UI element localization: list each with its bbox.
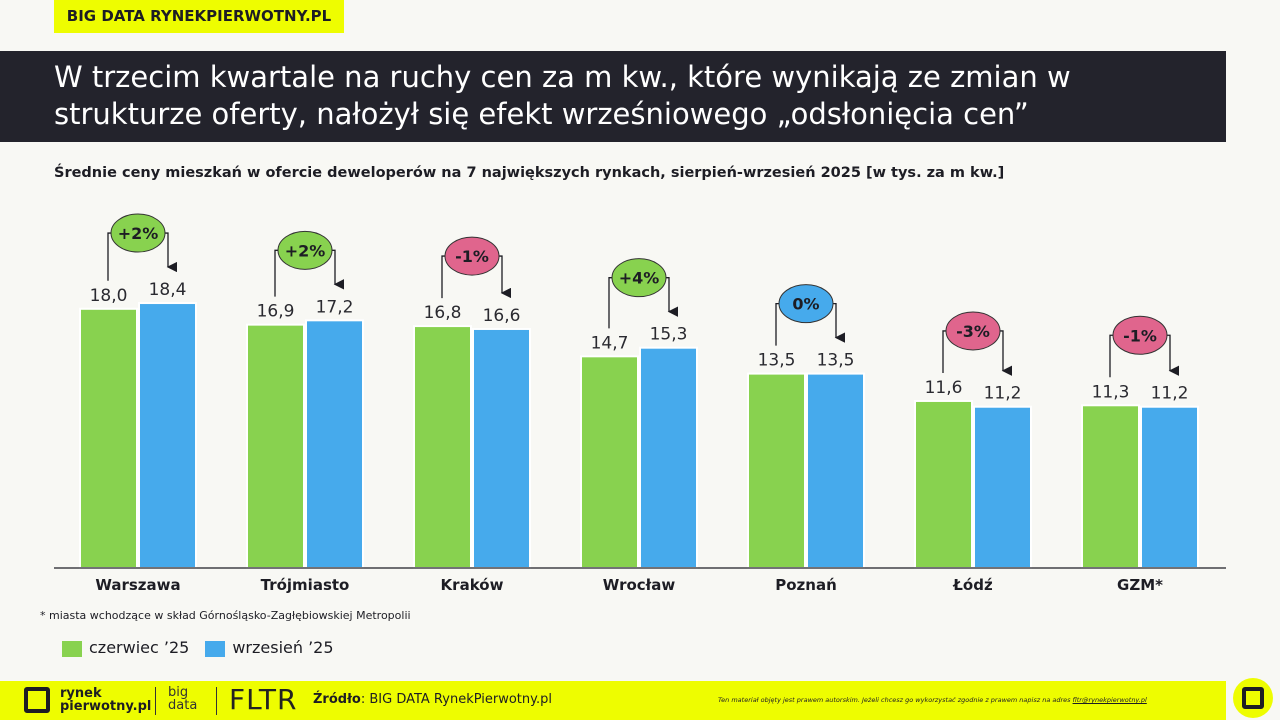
change-label: -1% xyxy=(455,247,489,266)
bracket-left xyxy=(274,249,278,297)
x-tick-label: GZM* xyxy=(1117,576,1163,594)
bracket-arrow-right xyxy=(1000,330,1013,376)
title-line-2: strukturze oferty, nałożył się efekt wrz… xyxy=(54,97,1029,131)
bar-wrzesien xyxy=(639,346,698,569)
bar-chart: 18,0 18,4 +2% Warszawa 16,9 17,2 +2% Trójmiasto… xyxy=(54,213,1226,594)
bar-wrzesien xyxy=(305,319,364,569)
bracket-arrow-right xyxy=(165,232,178,273)
bar-wrzesien xyxy=(472,327,531,569)
bar-czerwiec xyxy=(747,372,806,569)
fltr-logo: FLTR xyxy=(229,683,298,716)
corner-logo xyxy=(1233,678,1273,718)
footer: rynek pierwotny.pl big data FLTR Źródło: B… xyxy=(0,681,1226,720)
legend-label: czerwiec ’25 xyxy=(89,638,190,657)
bar-czerwiec xyxy=(246,323,305,569)
logo-line-1: rynek xyxy=(60,686,102,701)
x-tick-label: Trójmiasto xyxy=(261,576,350,594)
data-label: 15,3 xyxy=(650,325,688,345)
bar-wrzesien xyxy=(1140,405,1199,569)
header-tag: BIG DATA RYNEKPIERWOTNY.PL xyxy=(54,0,344,33)
bar-czerwiec xyxy=(79,307,138,570)
source: Źródło: BIG DATA RynekPierwotny.pl xyxy=(313,692,552,707)
data-label: 16,8 xyxy=(424,303,462,323)
bar-czerwiec xyxy=(413,325,472,569)
change-badge xyxy=(611,258,667,298)
bracket-left xyxy=(942,330,946,373)
change-label: -1% xyxy=(1123,326,1157,345)
data-label: 16,6 xyxy=(483,306,521,326)
logo-icon xyxy=(24,687,50,713)
page-title: W trzecim kwartale na ruchy cen za m kw.… xyxy=(0,51,1226,142)
legend-swatch xyxy=(205,640,226,657)
logo-icon xyxy=(1242,687,1264,709)
change-badge xyxy=(778,284,834,324)
divider xyxy=(155,687,156,715)
title-line-1: W trzecim kwartale na ruchy cen za m kw.… xyxy=(54,60,1071,94)
change-badge xyxy=(110,213,166,253)
data-label: 16,9 xyxy=(257,302,295,322)
change-badge xyxy=(444,236,500,276)
bigdata-line-1: big xyxy=(168,685,189,700)
x-tick-label: Łódź xyxy=(952,576,993,594)
source-value: : BIG DATA RynekPierwotny.pl xyxy=(360,692,552,707)
bracket-left xyxy=(775,302,779,346)
bracket-arrow-right xyxy=(666,277,679,317)
x-tick-label: Warszawa xyxy=(95,576,180,594)
change-badge xyxy=(277,230,333,270)
data-label: 11,3 xyxy=(1092,382,1130,402)
change-badge xyxy=(1112,315,1168,355)
x-tick-label: Kraków xyxy=(441,576,504,594)
logo-line-2: pierwotny.pl xyxy=(60,699,152,714)
data-label: 11,6 xyxy=(925,378,963,398)
change-label: -3% xyxy=(956,322,990,341)
bracket-left xyxy=(1109,334,1113,378)
bar-wrzesien xyxy=(806,372,865,569)
data-label: 11,2 xyxy=(984,384,1022,404)
bar-wrzesien xyxy=(973,405,1032,569)
data-label: 11,2 xyxy=(1151,384,1189,404)
change-label: +4% xyxy=(619,269,660,288)
data-label: 13,5 xyxy=(817,351,855,371)
bracket-arrow-right xyxy=(332,249,345,290)
bracket-arrow-right xyxy=(833,302,846,343)
data-label: 18,0 xyxy=(90,286,128,306)
change-label: 0% xyxy=(792,295,819,314)
bar-czerwiec xyxy=(580,355,639,569)
copyright-note: Ten materiał objęty jest prawem autorski… xyxy=(718,696,1147,704)
source-label: Źródło xyxy=(313,692,361,707)
data-label: 13,5 xyxy=(758,351,796,371)
legend-label: wrzesień ’25 xyxy=(232,638,334,657)
legend-swatch xyxy=(62,640,82,657)
bar-czerwiec xyxy=(914,399,973,569)
legend-item-czerwiec: czerwiec ’25 xyxy=(62,638,189,657)
bar-wrzesien xyxy=(138,302,197,569)
copyright-text: Ten materiał objęty jest prawem autorski… xyxy=(718,696,1071,704)
rynekpierwotny-logo: rynek pierwotny.pl xyxy=(24,687,151,713)
data-label: 17,2 xyxy=(316,297,354,317)
bigdata-line-2: data xyxy=(168,698,198,713)
bracket-left xyxy=(107,232,111,281)
bigdata-logo: big data xyxy=(168,686,197,712)
legend-item-wrzesien: wrzesień ’25 xyxy=(205,638,334,657)
bar-czerwiec xyxy=(1081,404,1140,569)
change-badge xyxy=(945,311,1001,351)
bracket-arrow-right xyxy=(499,255,512,299)
data-label: 14,7 xyxy=(591,333,629,353)
legend: czerwiec ’25 wrzesień ’25 xyxy=(62,638,334,657)
bracket-arrow-right xyxy=(1167,334,1180,376)
change-label: +2% xyxy=(118,224,159,243)
change-label: +2% xyxy=(285,241,326,260)
divider xyxy=(216,687,217,715)
bracket-left xyxy=(608,277,612,329)
chart-title: Średnie ceny mieszkań w ofercie dewelope… xyxy=(54,165,1005,181)
x-tick-label: Wrocław xyxy=(603,576,676,594)
data-label: 18,4 xyxy=(149,280,187,300)
email-link[interactable]: fltr@rynekpierwotny.pl xyxy=(1072,696,1147,704)
x-tick-label: Poznań xyxy=(775,576,837,594)
bracket-left xyxy=(441,255,445,299)
footnote: * miasta wchodzące w skład Górnośląsko-Z… xyxy=(40,609,411,622)
